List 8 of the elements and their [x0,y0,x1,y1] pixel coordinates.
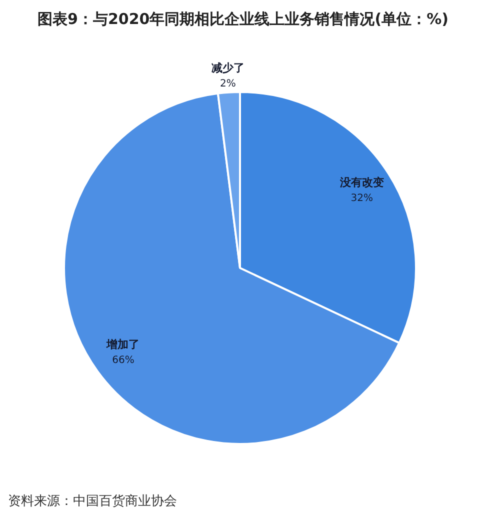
data-label: 66% [112,354,134,366]
chart-title: 图表9：与2020年同期相比企业线上业务销售情况(单位：%) [36,10,450,29]
slice-label: 没有改变 [338,176,384,190]
data-label: 2% [220,78,236,90]
text: 资料来源：中国百货商业协会 [8,493,177,510]
slice-label: 减少了 [211,62,244,75]
data-label: 32% [350,192,373,204]
slice-label: 增加了 [106,338,140,352]
